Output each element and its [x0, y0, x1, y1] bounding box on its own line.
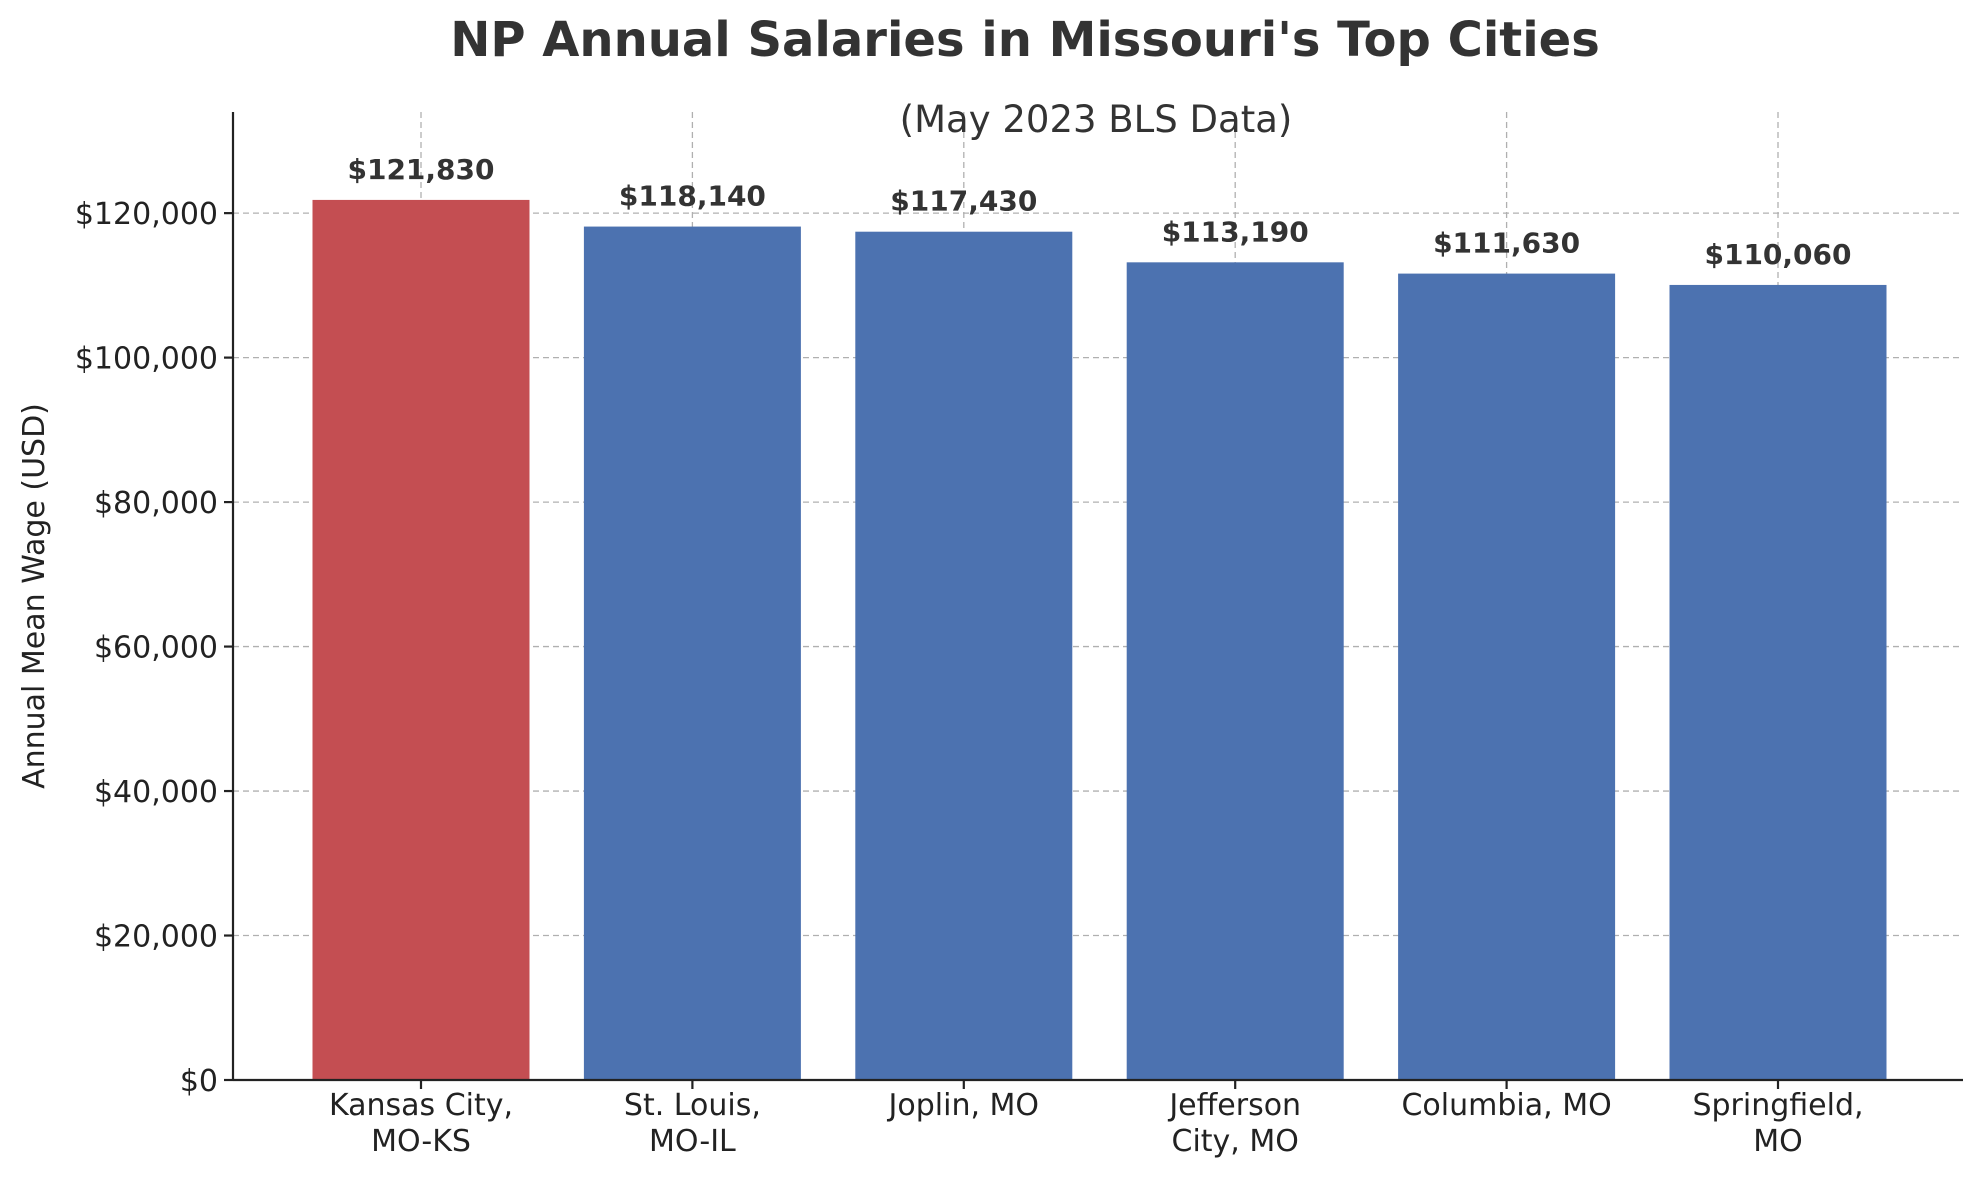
- y-axis-ticks: $0 $20,000 $40,000 $60,000 $80,000 $100,000 $1…: [75, 197, 233, 1099]
- bar-value-label: $118,140: [619, 180, 766, 213]
- chart-title: NP Annual Salaries in Missouri's Top Cit…: [450, 12, 1600, 68]
- bar-value-label: $113,190: [1162, 215, 1309, 248]
- bar-value-label: $110,060: [1704, 238, 1851, 271]
- bar: [583, 226, 801, 1080]
- bar-value-label: $117,430: [890, 185, 1037, 218]
- x-axis-ticks: Kansas City, MO-KS St. Louis, MO-IL Joplin, …: [329, 1080, 1864, 1159]
- chart-subtitle: (May 2023 BLS Data): [900, 98, 1293, 141]
- x-tick-label: Columbia, MO: [1401, 1088, 1611, 1123]
- x-tick-label: Jefferson City, MO: [1167, 1088, 1301, 1159]
- y-tick-label: $60,000: [94, 631, 218, 666]
- x-tick-label: St. Louis, MO-IL: [624, 1088, 761, 1159]
- y-tick-label: $100,000: [75, 342, 218, 377]
- y-tick-label: $40,000: [94, 775, 218, 810]
- x-tick-label: Springfield, MO: [1692, 1088, 1863, 1159]
- bar-value-label: $111,630: [1433, 227, 1580, 260]
- y-tick-label: $120,000: [75, 197, 218, 232]
- x-tick-label: Joplin, MO: [887, 1088, 1040, 1123]
- y-tick-label: $20,000: [94, 920, 218, 955]
- y-tick-label: $0: [180, 1064, 218, 1099]
- bar: [855, 231, 1073, 1080]
- bar: [1398, 273, 1616, 1080]
- data-labels: $121,830 $118,140 $117,430 $113,190 $111,630…: [347, 153, 1851, 271]
- bars: [312, 199, 1887, 1081]
- bar: [1669, 284, 1887, 1080]
- y-axis-label: Annual Mean Wage (USD): [17, 403, 52, 789]
- bar: [1126, 262, 1344, 1080]
- x-tick-label: Kansas City, MO-KS: [329, 1088, 513, 1159]
- y-tick-label: $80,000: [94, 486, 218, 521]
- bar-value-label: $121,830: [347, 153, 494, 186]
- bar: [312, 199, 530, 1081]
